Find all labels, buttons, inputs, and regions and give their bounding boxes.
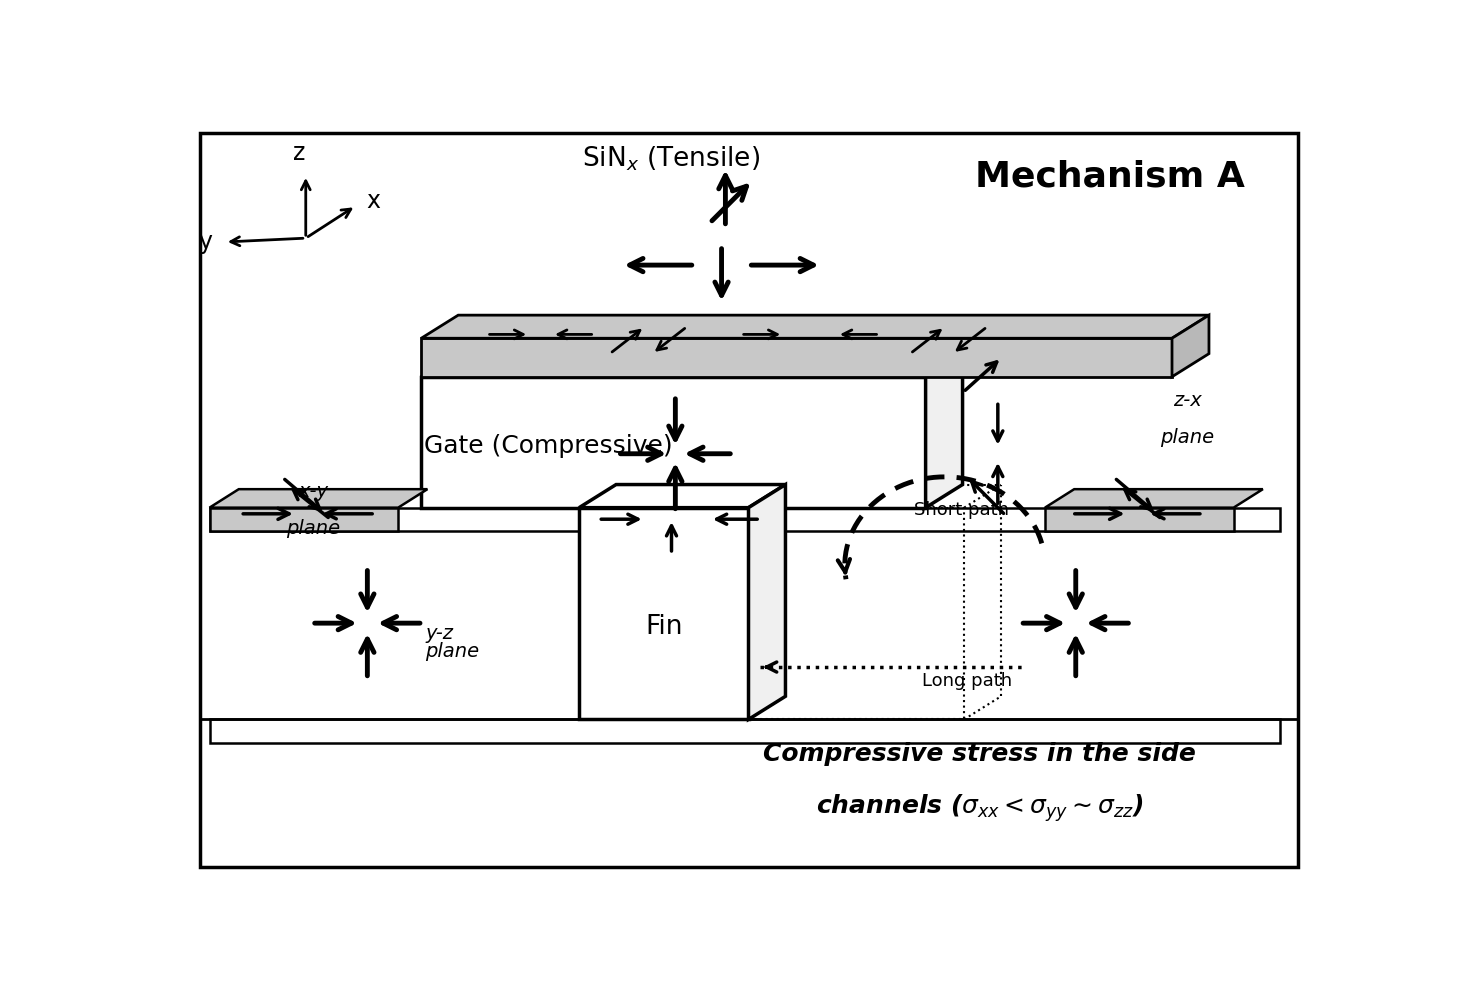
Text: Mechanism A: Mechanism A xyxy=(975,159,1246,194)
Bar xyxy=(209,508,1279,531)
Bar xyxy=(209,720,1279,742)
Bar xyxy=(749,508,963,720)
Text: x: x xyxy=(366,189,380,213)
Text: x-y: x-y xyxy=(298,482,329,502)
Bar xyxy=(421,339,1173,377)
Text: y-z: y-z xyxy=(425,624,453,643)
Bar xyxy=(421,377,925,508)
Polygon shape xyxy=(421,353,962,377)
Text: Gate (Compressive): Gate (Compressive) xyxy=(424,434,673,458)
Text: Fin: Fin xyxy=(645,614,683,640)
Polygon shape xyxy=(749,484,785,720)
Text: plane: plane xyxy=(1161,429,1215,447)
Polygon shape xyxy=(209,489,427,508)
Text: plane: plane xyxy=(287,519,341,539)
Text: z-x: z-x xyxy=(1173,391,1202,410)
Text: y: y xyxy=(197,230,212,254)
Polygon shape xyxy=(421,315,1209,339)
Polygon shape xyxy=(925,353,962,508)
Text: Short path: Short path xyxy=(914,501,1009,519)
Text: SiN$_x$ (Tensile): SiN$_x$ (Tensile) xyxy=(582,145,760,173)
Text: z: z xyxy=(294,141,306,165)
Bar xyxy=(579,508,749,720)
Polygon shape xyxy=(1045,489,1263,508)
Polygon shape xyxy=(1173,315,1209,377)
Bar xyxy=(1045,508,1234,531)
Bar xyxy=(209,508,398,531)
Text: Compressive stress in the side: Compressive stress in the side xyxy=(763,742,1196,766)
Text: Long path: Long path xyxy=(921,672,1012,690)
Text: channels ($\sigma_{xx}<\sigma_{yy}\sim\sigma_{zz}$): channels ($\sigma_{xx}<\sigma_{yy}\sim\s… xyxy=(816,792,1143,824)
Text: plane: plane xyxy=(425,643,480,661)
Polygon shape xyxy=(579,484,785,508)
